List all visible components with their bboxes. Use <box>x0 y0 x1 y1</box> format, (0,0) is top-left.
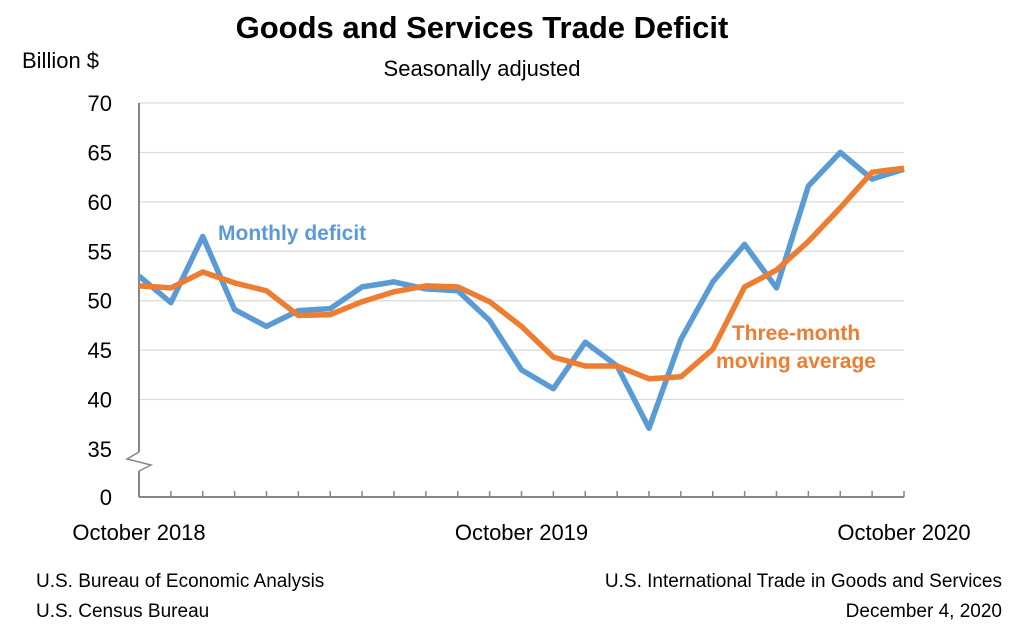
series-line-moving-average <box>138 165 905 382</box>
y-tick-label: 40 <box>88 388 112 413</box>
y-tick-label: 0 <box>100 485 112 510</box>
y-tick-label: 35 <box>88 437 112 462</box>
footer-report-name: U.S. International Trade in Goods and Se… <box>604 571 1002 592</box>
y-tick-label: 65 <box>88 140 112 165</box>
footer-source-census: U.S. Census Bureau <box>36 601 210 622</box>
axis-break-icon <box>125 451 154 472</box>
x-tick-label: October 2018 <box>72 520 205 545</box>
series-label-monthly-deficit: Monthly deficit <box>218 222 366 245</box>
y-tick-label: 60 <box>88 190 112 215</box>
footer-date: December 4, 2020 <box>845 601 1002 622</box>
y-tick-label: 45 <box>88 338 112 363</box>
x-tick-label: October 2019 <box>455 520 588 545</box>
y-tick-label: 50 <box>88 289 112 314</box>
y-tick-label: 70 <box>88 91 112 116</box>
y-axis-label: Billion $ <box>22 48 100 73</box>
series-label-moving-average: moving average <box>716 350 876 373</box>
chart-title: Goods and Services Trade Deficit <box>235 10 729 45</box>
x-tick-label: October 2020 <box>837 520 970 545</box>
chart-subtitle: Seasonally adjusted <box>383 56 581 81</box>
y-tick-label: 55 <box>88 239 112 264</box>
series-label-moving-average: Three-month <box>732 322 860 345</box>
footer-source-bea: U.S. Bureau of Economic Analysis <box>36 571 325 592</box>
